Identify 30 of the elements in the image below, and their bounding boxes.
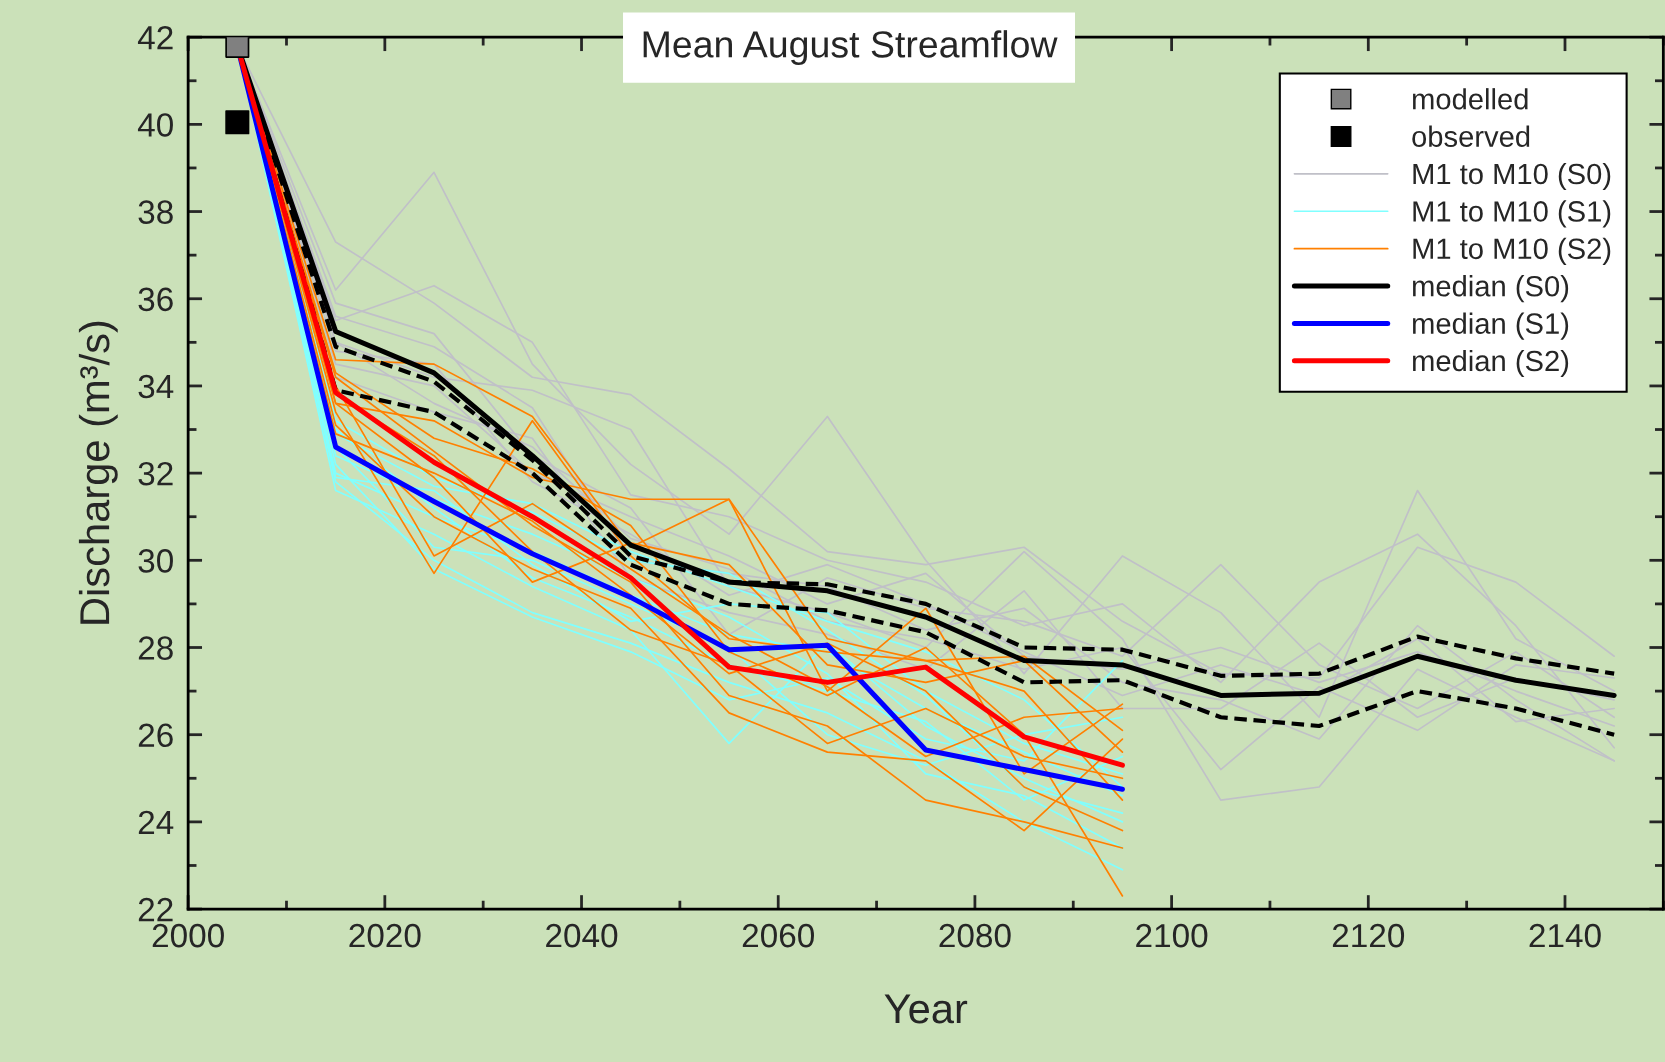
legend-label: median (S2) <box>1413 349 1569 378</box>
legend-label: M1 to M10 (S1) <box>1413 200 1611 228</box>
y-tick-label: 26 <box>138 723 173 748</box>
legend-label: median (S0) <box>1413 275 1569 303</box>
legend-label: M1 to M10 (S0) <box>1413 162 1611 191</box>
legend-label: median (S1) <box>1413 312 1569 340</box>
legend-label: modelled <box>1413 88 1528 110</box>
x-tick-label: 2040 <box>546 923 618 948</box>
y-tick-label: 34 <box>138 374 174 399</box>
x-tick-label: 2020 <box>349 923 421 948</box>
y-tick-label: 32 <box>138 461 173 486</box>
x-tick-label: 2060 <box>742 923 814 948</box>
x-tick-label: 2100 <box>1136 923 1208 948</box>
y-tick-label: 30 <box>138 549 173 573</box>
x-tick-label: 2140 <box>1529 923 1601 948</box>
x-tick-label: 2080 <box>939 923 1011 948</box>
y-axis-title: Discharge (m³/s) <box>78 321 118 624</box>
legend-label: observed <box>1412 125 1530 147</box>
y-tick-label: 40 <box>137 113 173 137</box>
chart-title: Mean August Streamflow <box>643 30 1058 66</box>
x-axis-title: Year <box>884 994 968 1024</box>
y-tick-label: 42 <box>137 25 173 50</box>
y-tick-label: 38 <box>138 200 173 224</box>
y-tick-label: 28 <box>138 636 173 660</box>
x-tick-label: 2120 <box>1332 923 1405 948</box>
x-tick-label: 2000 <box>152 923 224 948</box>
legend-label: M1 to M10 (S2) <box>1413 237 1611 265</box>
y-tick-label: 22 <box>138 897 173 922</box>
y-tick-label: 36 <box>138 287 173 312</box>
y-tick-label: 24 <box>138 810 174 834</box>
